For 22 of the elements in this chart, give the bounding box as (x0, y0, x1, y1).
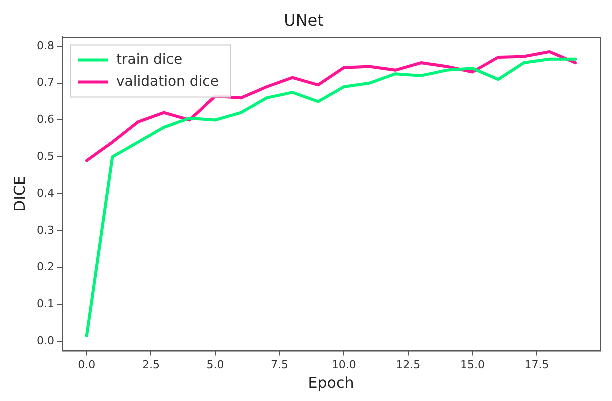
y-tick-label: 0.8 (36, 39, 54, 52)
y-tick-label: 0.3 (36, 224, 54, 237)
legend-label: train dice (116, 52, 183, 68)
y-tick-label: 0.5 (36, 150, 54, 163)
y-tick-label: 0.2 (36, 260, 54, 274)
y-tick-label: 0.4 (36, 186, 54, 200)
x-tick-label: 7.5 (271, 358, 289, 372)
x-tick-label: 17.5 (524, 358, 550, 372)
y-tick-label: 0.1 (36, 298, 54, 311)
x-tick-label: 10.0 (332, 358, 356, 372)
y-tick-label: 0.0 (36, 334, 54, 348)
x-tick-label: 5.0 (206, 358, 224, 372)
x-axis-title: Epoch (308, 374, 354, 392)
x-tick-label: 0.0 (78, 358, 96, 372)
y-tick-label: 0.7 (36, 76, 54, 90)
y-tick-label: 0.6 (36, 113, 54, 126)
chart-title: UNet (284, 10, 324, 30)
x-tick-label: 15.0 (460, 358, 485, 372)
legend-label: validation dice (116, 74, 219, 90)
y-axis-title: DICE (10, 176, 29, 212)
x-tick-label: 12.5 (396, 358, 421, 372)
x-tick-label: 2.5 (142, 358, 160, 372)
